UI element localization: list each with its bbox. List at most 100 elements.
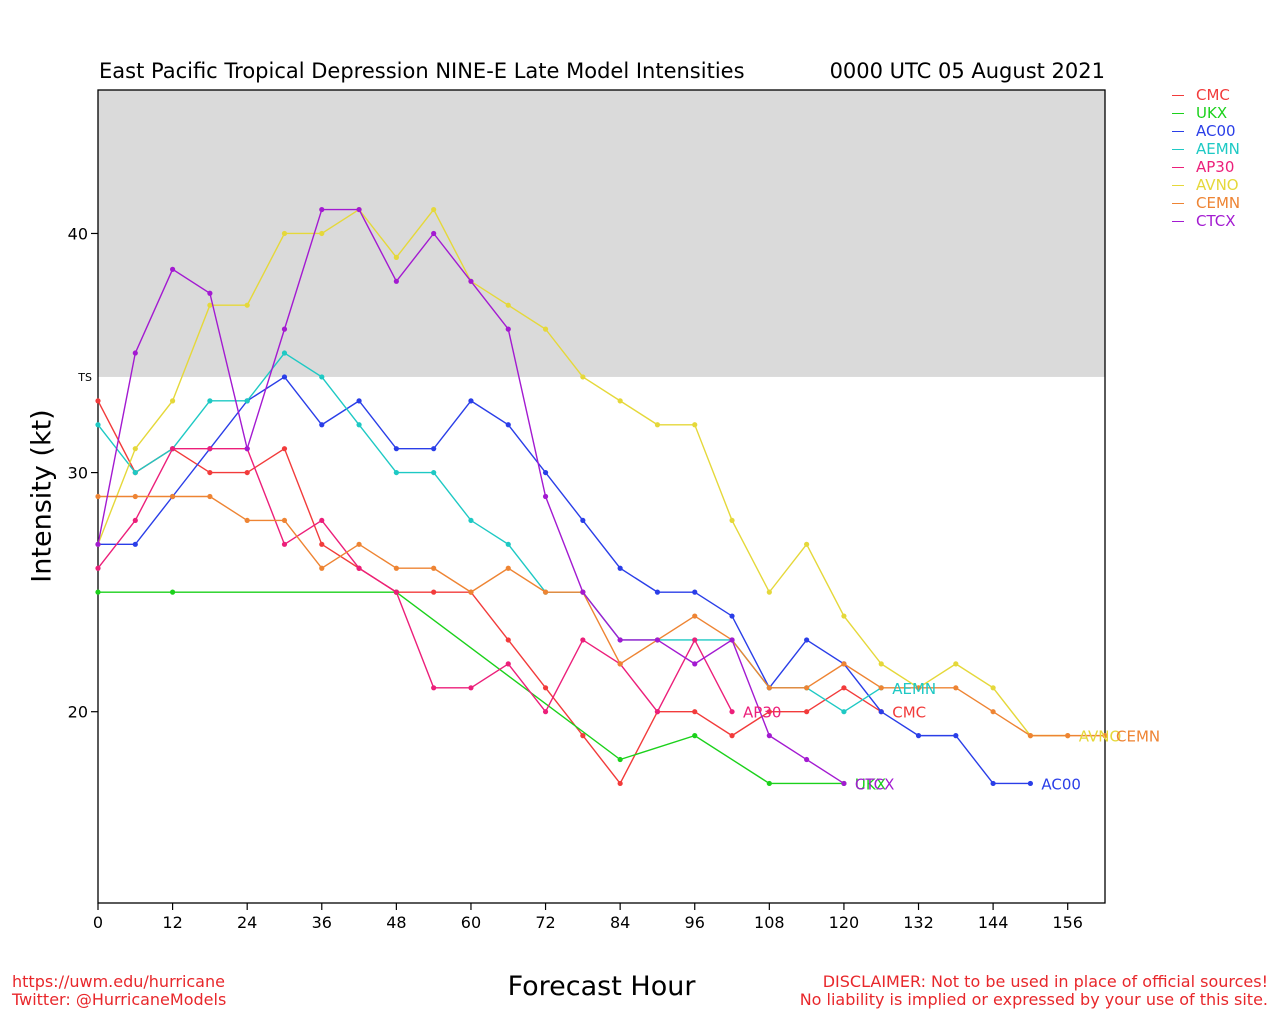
- data-point-ctcx: [393, 278, 399, 284]
- end-label-cmc: CMC: [892, 704, 926, 722]
- data-point-cemn: [542, 589, 549, 595]
- data-point-ctcx: [505, 326, 511, 332]
- data-point-aemn: [207, 398, 213, 404]
- data-point-ap30: [654, 709, 661, 715]
- data-point-ap30: [580, 637, 586, 643]
- legend-label: AC00: [1196, 122, 1236, 140]
- data-point-ap30: [542, 709, 549, 715]
- data-point-ac00: [990, 780, 996, 787]
- x-tick-label: 96: [685, 913, 705, 932]
- data-point-avno: [393, 254, 399, 260]
- series-line-ap30: [97, 447, 733, 713]
- x-tick-label: 120: [829, 913, 860, 932]
- footer-url[interactable]: https://uwm.edu/hurricane: [12, 972, 225, 991]
- data-point-cmc: [729, 733, 735, 739]
- data-point-cemn: [804, 685, 810, 691]
- data-point-cmc: [841, 685, 847, 691]
- data-point-ctcx: [729, 637, 735, 643]
- end-label-ap30: AP30: [743, 704, 781, 722]
- data-point-ctcx: [431, 230, 437, 237]
- data-point-cemn: [692, 613, 698, 619]
- y-axis-label: Intensity (kt): [26, 409, 58, 583]
- data-point-cmc: [431, 589, 437, 595]
- data-point-ctcx: [207, 290, 213, 296]
- data-point-aemn: [468, 517, 474, 524]
- data-point-cemn: [431, 565, 437, 571]
- data-point-cmc: [580, 733, 586, 739]
- legend-label: AVNO: [1196, 176, 1239, 194]
- series-ac00: [95, 374, 1034, 787]
- data-point-avno: [542, 326, 549, 332]
- legend-label: AP30: [1196, 158, 1235, 176]
- end-label-avno: AVNO: [1079, 728, 1122, 746]
- legend-item-aemn: AEMN: [1172, 140, 1240, 158]
- data-point-ac00: [915, 733, 922, 739]
- legend-label: AEMN: [1196, 140, 1240, 158]
- y-tick-label: 20: [68, 703, 88, 722]
- data-point-cemn: [281, 517, 288, 524]
- series-line-ac00: [98, 376, 1031, 785]
- data-point-ap30: [692, 637, 698, 643]
- data-point-ctcx: [356, 206, 362, 213]
- data-point-cmc: [692, 709, 698, 715]
- data-point-cemn: [244, 517, 250, 524]
- legend-item-ap30: AP30: [1172, 158, 1240, 176]
- legend-label: CMC: [1196, 86, 1230, 104]
- data-point-cmc: [542, 685, 549, 691]
- y-tick-label: 40: [68, 224, 88, 243]
- data-point-ukx: [766, 780, 772, 787]
- data-point-ap30: [207, 446, 213, 452]
- data-point-avno: [319, 230, 325, 237]
- data-point-ukx: [95, 589, 101, 595]
- data-point-ap30: [468, 685, 474, 691]
- data-point-ac00: [804, 637, 810, 643]
- x-axis-label: Forecast Hour: [507, 971, 696, 1002]
- legend-label: CEMN: [1196, 194, 1241, 212]
- series-ap30: [95, 446, 735, 715]
- data-point-cemn: [207, 493, 213, 500]
- data-point-ukx: [617, 756, 623, 763]
- data-point-ap30: [729, 709, 735, 715]
- x-tick-label: 24: [237, 913, 257, 932]
- data-point-avno: [953, 661, 959, 667]
- data-point-aemn: [356, 422, 362, 428]
- x-tick-label: 0: [93, 913, 103, 932]
- data-point-ctcx: [766, 733, 772, 739]
- legend-item-ctcx: CTCX: [1172, 212, 1240, 230]
- legend-swatch: [1172, 130, 1184, 132]
- y-tick-label: 30: [68, 464, 88, 483]
- data-point-ac00: [431, 446, 437, 452]
- data-point-ap30: [356, 565, 362, 571]
- data-point-ap30: [95, 565, 101, 571]
- data-point-cmc: [95, 398, 101, 404]
- data-point-avno: [729, 517, 735, 524]
- x-tick-label: 144: [978, 913, 1009, 932]
- data-point-ctcx: [580, 589, 586, 595]
- data-point-avno: [692, 422, 698, 428]
- data-point-cemn: [1102, 733, 1108, 739]
- series-line-cemn: [98, 495, 1105, 737]
- legend-item-cemn: CEMN: [1172, 194, 1240, 212]
- data-point-ac00: [878, 709, 884, 715]
- data-point-ctcx: [692, 661, 698, 667]
- data-point-aemn: [841, 709, 847, 715]
- legend-swatch: [1172, 202, 1184, 204]
- data-point-aemn: [505, 541, 511, 547]
- end-label-ctcx: CTCX: [855, 775, 895, 793]
- data-point-avno: [841, 613, 847, 619]
- series-line-cmc: [97, 400, 882, 785]
- x-tick-label: 12: [162, 913, 182, 932]
- data-point-cemn: [915, 685, 922, 691]
- data-point-cmc: [505, 637, 511, 643]
- data-point-cemn: [356, 541, 362, 547]
- data-point-avno: [169, 398, 176, 404]
- data-point-cemn: [505, 565, 511, 571]
- legend-swatch: [1172, 112, 1184, 114]
- data-point-cemn: [468, 589, 474, 595]
- footer-credits: https://uwm.edu/hurricane Twitter: @Hurr…: [12, 973, 226, 1009]
- series-line-aemn: [97, 352, 882, 713]
- x-tick-label: 60: [461, 913, 481, 932]
- data-point-ctcx: [169, 266, 176, 272]
- end-label-ac00: AC00: [1041, 775, 1081, 793]
